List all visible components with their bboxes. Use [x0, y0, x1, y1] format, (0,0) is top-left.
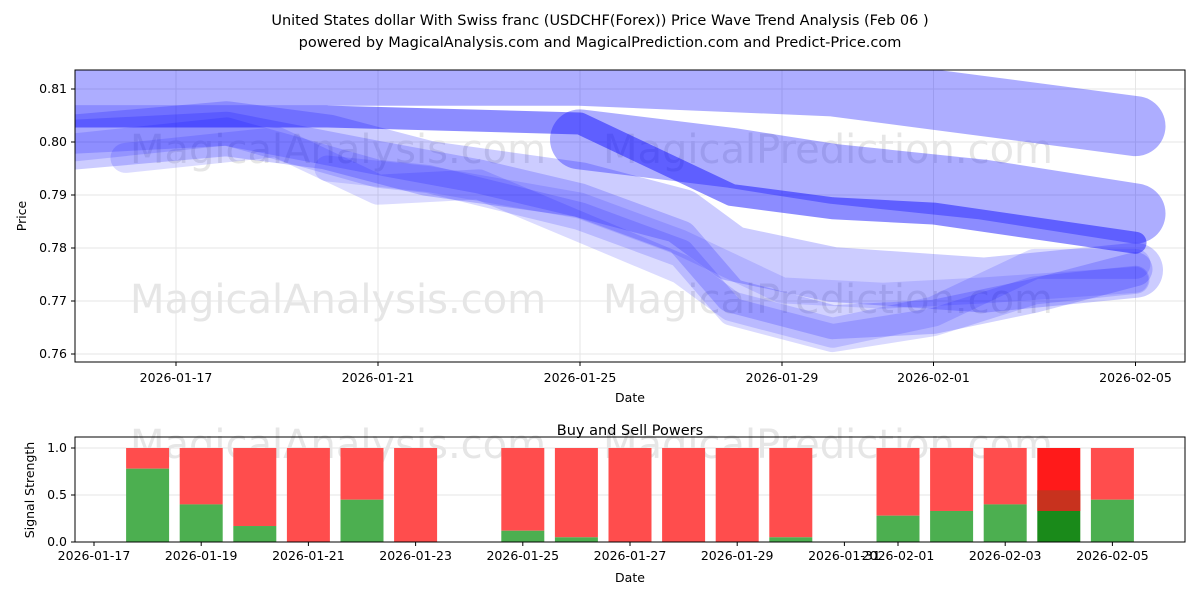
- buy-bar: [179, 504, 223, 542]
- sell-bar: [233, 448, 277, 527]
- sell-bar: [126, 448, 170, 469]
- y-tick-label: 1.0: [47, 440, 67, 455]
- wave-series-6: [75, 117, 1150, 353]
- sell-bar: [394, 448, 438, 542]
- wave-series-1: [75, 70, 1166, 157]
- x-tick-label: 2026-01-31: [808, 548, 881, 563]
- watermark: MagicalPrediction.com: [603, 127, 1053, 173]
- x-tick-label: 2026-02-05: [1076, 548, 1149, 563]
- buy-bar: [340, 499, 384, 542]
- wave-series-7: [110, 127, 1151, 348]
- watermark: MagicalAnalysis.com: [130, 127, 546, 173]
- plot-frame: [74, 69, 1186, 363]
- y-axis-label: Price: [14, 200, 29, 231]
- chart-title: United States dollar With Swiss franc (U…: [271, 13, 928, 29]
- x-tick-label: 2026-01-29: [701, 548, 774, 563]
- x-tick-label: 2026-01-25: [544, 370, 617, 385]
- buy-bar: [554, 537, 598, 542]
- buy-bar: [930, 510, 974, 542]
- signal-plot: Buy and Sell Powers 0.0 0.5 1.0 2026-01-17 20…: [22, 423, 1186, 585]
- watermark: MagicalPrediction.com: [603, 277, 1053, 323]
- y-tick-label: 0.5: [47, 487, 67, 502]
- overlap-bar: [1037, 490, 1081, 511]
- x-tick-label: 2026-01-19: [165, 548, 238, 563]
- y-axis-label: Signal Strength: [22, 442, 37, 538]
- wave-series-4: [75, 101, 1163, 313]
- buy-bar: [126, 468, 170, 542]
- y-tick-label: 0.77: [39, 293, 67, 308]
- price-plot: 0.76 0.77 0.78 0.79 0.80 0.81 2026-01-17 2026-0…: [14, 69, 1186, 405]
- buy-bar: [876, 515, 920, 542]
- x-axis-label: Date: [615, 390, 645, 405]
- y-tick-label: 0.81: [39, 81, 67, 96]
- watermark: MagicalAnalysis.com: [130, 277, 546, 323]
- sell-bar: [1090, 448, 1134, 500]
- sell-bar: [876, 448, 920, 516]
- buy-bar: [233, 526, 277, 542]
- buy-bar: [1037, 510, 1081, 542]
- x-tick-label: 2026-01-27: [594, 548, 667, 563]
- sell-bar: [286, 448, 330, 542]
- sell-bar: [501, 448, 545, 531]
- wave-series-2: [550, 109, 1166, 244]
- buy-bar: [501, 530, 545, 542]
- wave-series-3: [75, 105, 1147, 254]
- signal-title: Buy and Sell Powers: [557, 423, 703, 439]
- y-tick-label: 0.76: [39, 346, 67, 361]
- x-tick-label: 2026-01-21: [342, 370, 415, 385]
- sell-bar: [930, 448, 974, 511]
- x-tick-label: 2026-02-01: [897, 370, 970, 385]
- buy-bar: [983, 504, 1027, 542]
- wave-series-8: [314, 155, 1149, 309]
- sell-bar: [608, 448, 652, 542]
- plot-frame: [74, 436, 1186, 543]
- x-tick-label: 2026-02-03: [969, 548, 1042, 563]
- y-tick-label: 0.0: [47, 534, 67, 549]
- buy-bar: [769, 537, 813, 542]
- y-tick-label: 0.78: [39, 240, 67, 255]
- sell-bar: [179, 448, 223, 505]
- sell-bar: [769, 448, 813, 538]
- x-tick-label: 2026-01-17: [58, 548, 131, 563]
- x-tick-label: 2026-01-23: [379, 548, 452, 563]
- sell-bar: [340, 448, 384, 500]
- x-tick-label: 2026-02-01: [862, 548, 935, 563]
- sell-bar: [715, 448, 759, 542]
- y-tick-label: 0.79: [39, 187, 67, 202]
- sell-bar: [554, 448, 598, 538]
- x-axis-label: Date: [615, 570, 645, 585]
- x-tick-label: 2026-02-05: [1099, 370, 1172, 385]
- x-tick-label: 2026-01-25: [486, 548, 559, 563]
- x-tick-label: 2026-01-17: [140, 370, 213, 385]
- chart-subtitle: powered by MagicalAnalysis.com and Magic…: [299, 35, 902, 51]
- buy-bar: [1090, 499, 1134, 542]
- x-tick-label: 2026-01-29: [746, 370, 819, 385]
- x-tick-label: 2026-01-21: [272, 548, 345, 563]
- y-tick-label: 0.80: [39, 134, 67, 149]
- sell-bar: [983, 448, 1027, 505]
- wave-series-5: [75, 111, 1153, 340]
- sell-bar: [662, 448, 706, 542]
